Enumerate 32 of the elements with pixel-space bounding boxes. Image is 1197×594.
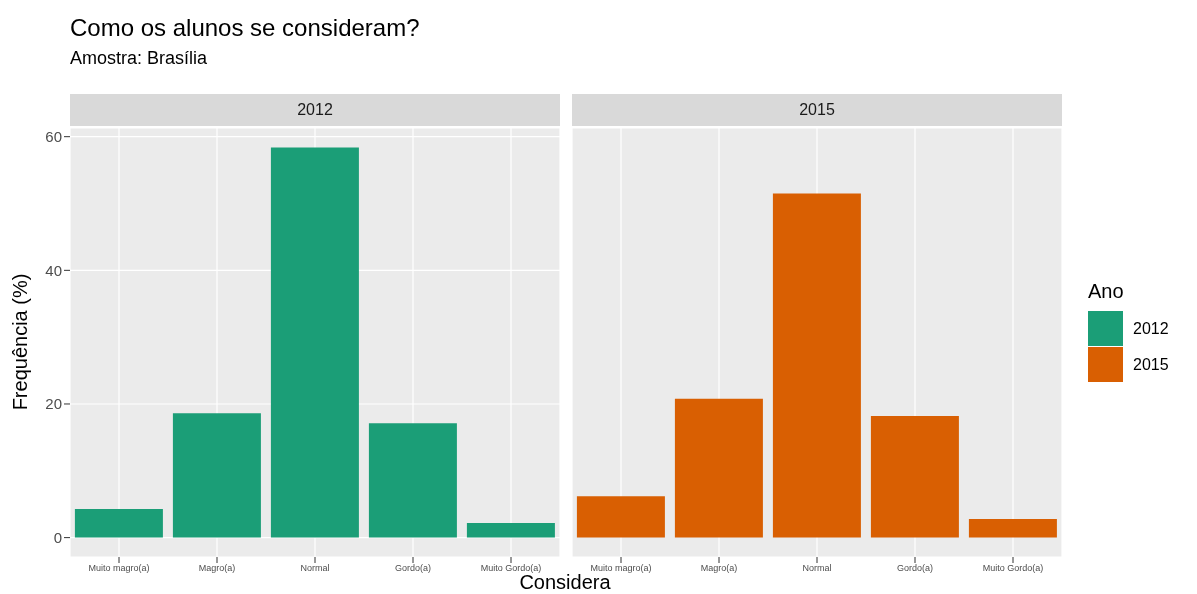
x-tick-label: Muito magro(a) [590,563,652,574]
legend-label: 2015 [1133,355,1169,374]
bar [772,193,861,538]
text: 2012 [70,94,560,126]
bar [74,508,163,538]
x-tick-label: Magro(a) [198,563,236,574]
x-tick-label: Normal [300,563,330,574]
legend-label: 2012 [1133,319,1169,338]
x-tick-label: Muito Gordo(a) [982,563,1044,574]
y-tick-label: 60 [45,128,62,146]
bar [466,522,555,538]
bar [172,413,261,538]
y-tick-label: 40 [45,261,62,279]
legend-title: Ano [1088,280,1125,303]
chart-title: Como os alunos se consideram? [70,14,420,42]
x-tick-label: Gordo(a) [394,563,432,574]
bar [368,423,457,538]
x-tick-label: Gordo(a) [896,563,934,574]
x-tick-label: Muito magro(a) [88,563,150,574]
y-axis-title: Frequência (%) [8,273,32,411]
bar [968,518,1057,538]
text: 2015 [572,94,1062,126]
x-tick-label: Magro(a) [700,563,738,574]
x-tick-label: Normal [802,563,832,574]
chart-subtitle: Amostra: Brasília [70,48,208,69]
bar [674,398,763,538]
bar [576,496,665,538]
y-tick-label: 20 [45,395,62,413]
bar [870,416,959,538]
x-tick-label: Muito Gordo(a) [480,563,542,574]
y-tick-label: 0 [53,528,62,546]
bar [270,147,359,538]
